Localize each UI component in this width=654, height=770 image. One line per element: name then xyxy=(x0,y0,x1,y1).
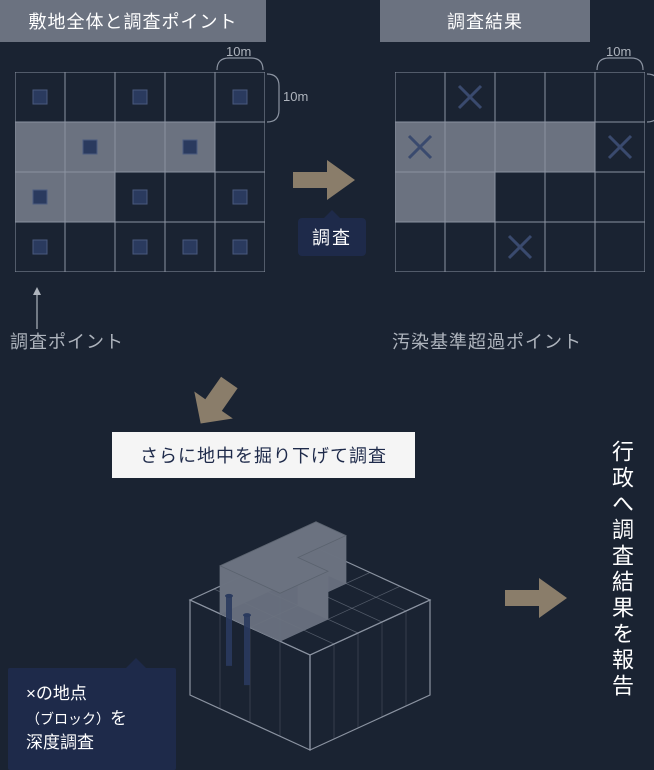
mid-label: さらに地中を掘り下げて調査 xyxy=(112,432,415,478)
header-right: 調査結果 xyxy=(380,0,590,42)
vertical-text: 行政へ調査結果を報告 xyxy=(605,440,637,700)
survey-marker xyxy=(133,190,147,204)
dim-h: 10m xyxy=(226,44,251,59)
survey-marker xyxy=(183,140,197,154)
arrow-right-2 xyxy=(505,578,567,618)
caption-left: 調査ポイント xyxy=(10,328,124,354)
survey-tag: 調査 xyxy=(298,218,366,256)
survey-marker xyxy=(133,90,147,104)
survey-marker xyxy=(33,240,47,254)
dim-h: 10m xyxy=(606,44,631,59)
header-left: 敷地全体と調査ポイント xyxy=(0,0,266,42)
arrow-right-1 xyxy=(293,160,355,200)
survey-marker xyxy=(233,190,247,204)
survey-marker xyxy=(33,90,47,104)
survey-marker xyxy=(33,190,47,204)
survey-marker xyxy=(233,240,247,254)
survey-marker xyxy=(133,240,147,254)
isometric-view xyxy=(160,492,460,762)
caption-right: 汚染基準超過ポイント xyxy=(392,328,582,354)
survey-marker xyxy=(183,240,197,254)
dim-v: 10m xyxy=(283,89,308,104)
survey-marker xyxy=(83,140,97,154)
depth-callout: ×の地点（ブロック）を深度調査 xyxy=(8,668,176,770)
